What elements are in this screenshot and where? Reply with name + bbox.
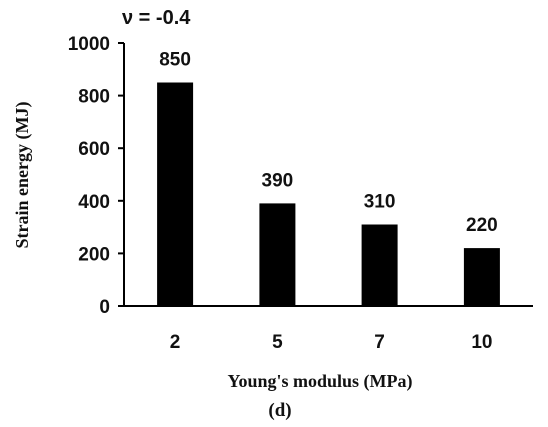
poisson-ratio-annotation: ν = -0.4 (122, 7, 191, 29)
y-tick-label-400: 400 (78, 192, 110, 213)
bar-10 (463, 248, 500, 306)
data-label-10: 220 (466, 215, 498, 236)
data-label-5: 390 (262, 170, 294, 191)
bar-7 (361, 224, 398, 306)
y-tick-label-0: 0 (99, 297, 110, 318)
panel-label: (d) (268, 400, 291, 421)
bars (157, 82, 500, 306)
data-label-7: 310 (364, 192, 396, 213)
bar-2 (157, 82, 194, 306)
y-tick-labels: 0 200 400 600 800 1000 (68, 34, 124, 318)
y-tick-label-800: 800 (78, 87, 110, 108)
y-tick-label-600: 600 (78, 139, 110, 160)
bar-5 (259, 203, 296, 306)
x-axis-title: Young's modulus (MPa) (227, 371, 412, 392)
data-label-2: 850 (159, 50, 191, 71)
x-tick-label-5: 5 (272, 332, 283, 353)
x-tick-labels: 2 5 7 10 (170, 332, 493, 353)
x-tick-label-10: 10 (471, 332, 492, 353)
x-tick-label-2: 2 (170, 332, 181, 353)
y-tick-label-1000: 1000 (68, 34, 110, 55)
y-tick-label-200: 200 (78, 244, 110, 265)
y-axis-title: Strain energy (MJ) (12, 102, 33, 249)
data-labels: 850 390 310 220 (159, 50, 498, 237)
x-tick-label-7: 7 (374, 332, 385, 353)
